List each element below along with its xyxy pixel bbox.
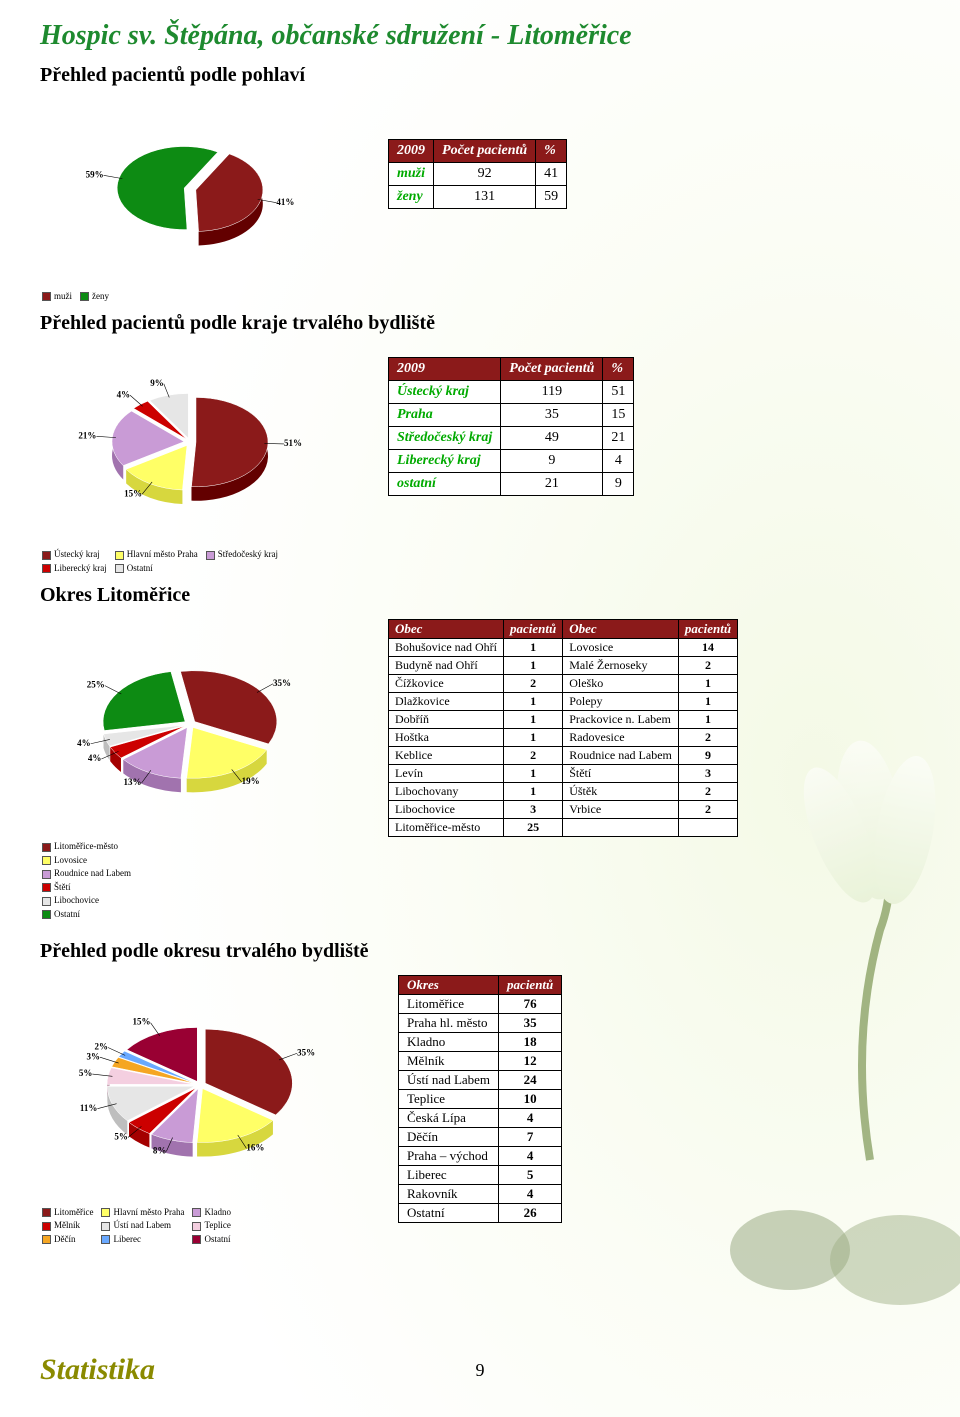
svg-text:9%: 9% [150,378,164,388]
table-obec: ObecpacientůObecpacientůBohušovice nad O… [388,619,738,837]
svg-text:8%: 8% [153,1146,167,1156]
label-cell: muži [389,163,434,186]
svg-text:21%: 21% [78,431,96,441]
svg-text:15%: 15% [124,489,142,499]
heading-okres: Přehled podle okresu trvalého bydliště [40,940,920,963]
svg-text:51%: 51% [284,438,302,448]
table-header: % [536,140,567,163]
svg-text:13%: 13% [123,778,141,788]
table-gender: 2009 Počet pacientů % muži 92 41 ženy 13… [388,139,567,209]
svg-text:41%: 41% [276,197,294,207]
label-cell: ženy [389,186,434,209]
svg-text:3%: 3% [86,1051,100,1061]
footer-section-label: Statistika [40,1353,155,1387]
svg-text:16%: 16% [246,1142,264,1152]
svg-text:35%: 35% [273,678,291,688]
pie-region: 51% 15% 21% 4% 9% [40,347,340,547]
pie-obec: 35% 19% 13% 4% 4% 25% [40,619,340,839]
pct-cell: 41 [536,163,567,186]
svg-text:4%: 4% [88,753,102,763]
legend-okres: LitoměřiceHlavní město PrahaKladnoMělník… [40,1205,239,1247]
svg-text:19%: 19% [242,776,260,786]
svg-text:25%: 25% [87,680,105,690]
table-row: ženy 131 59 [389,186,567,209]
svg-text:4%: 4% [77,738,91,748]
legend-region: Ústecký krajHlavní město PrahaStředočesk… [40,547,286,576]
table-header: 2009 [389,140,434,163]
table-region: 2009Počet pacientů%Ústecký kraj11951Prah… [388,357,634,496]
table-row: muži 92 41 [389,163,567,186]
svg-text:15%: 15% [133,1017,151,1027]
svg-text:35%: 35% [297,1047,315,1057]
heading-region: Přehled pacientů podle kraje trvalého by… [40,312,920,335]
legend-gender: mužiženy [40,289,117,304]
count-cell: 92 [434,163,536,186]
table-okres: OkrespacientůLitoměřice76Praha hl. město… [398,975,562,1223]
pie-okres: 35% 16% 8% 5% 11% 5% 3%2% 15% [40,975,360,1205]
svg-text:5%: 5% [79,1068,93,1078]
svg-text:4%: 4% [117,390,131,400]
pie-gender: 41% 59% [40,99,340,289]
svg-text:11%: 11% [80,1103,98,1113]
svg-text:59%: 59% [86,169,104,179]
svg-text:2%: 2% [94,1042,108,1052]
count-cell: 131 [434,186,536,209]
heading-obec: Okres Litoměřice [40,584,920,607]
page-title: Hospic sv. Štěpána, občanské sdružení - … [40,20,920,52]
table-header: Počet pacientů [434,140,536,163]
svg-text:5%: 5% [114,1131,128,1141]
pct-cell: 59 [536,186,567,209]
page-number: 9 [476,1360,485,1381]
heading-gender: Přehled pacientů podle pohlaví [40,64,920,87]
